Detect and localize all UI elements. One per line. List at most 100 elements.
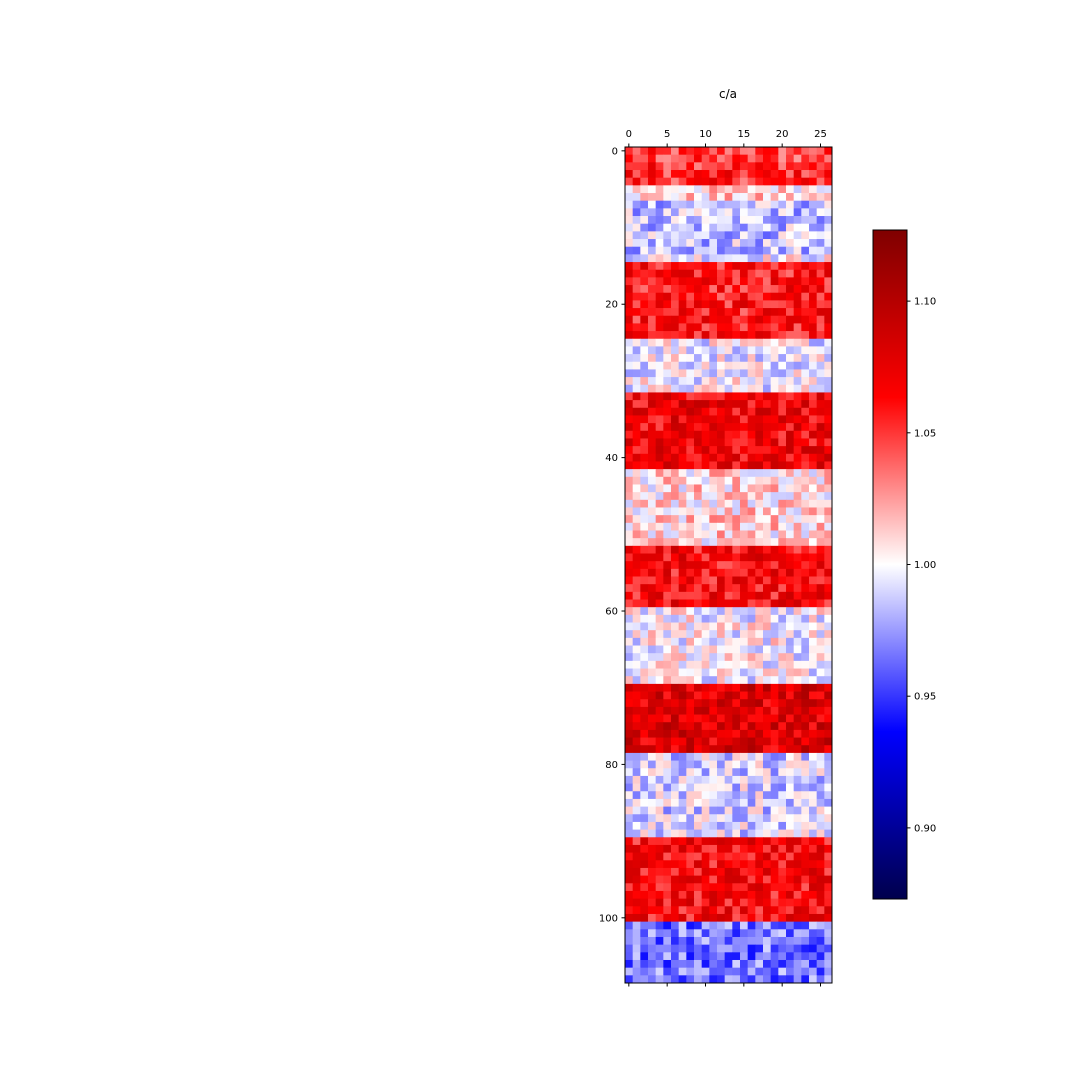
heatmap-cell — [709, 584, 718, 593]
heatmap-cell — [671, 484, 680, 493]
heatmap-cell — [655, 591, 664, 600]
heatmap-cell — [747, 392, 756, 401]
heatmap-cell — [701, 430, 710, 439]
heatmap-cell — [786, 438, 795, 447]
heatmap-cell — [824, 760, 833, 769]
heatmap-cell — [632, 216, 641, 225]
heatmap-cell — [678, 323, 687, 332]
heatmap-cell — [709, 798, 718, 807]
heatmap-cell — [663, 377, 672, 386]
heatmap-cell — [816, 415, 825, 424]
heatmap-cell — [824, 584, 833, 593]
heatmap-cell — [816, 300, 825, 309]
heatmap-cell — [671, 729, 680, 738]
heatmap-cell — [824, 729, 833, 738]
heatmap-cell — [770, 760, 779, 769]
heatmap-cell — [632, 561, 641, 570]
heatmap-cell — [740, 729, 749, 738]
heatmap-cell — [740, 760, 749, 769]
heatmap-cell — [793, 783, 802, 792]
heatmap-cell — [740, 967, 749, 976]
heatmap-cell — [694, 591, 703, 600]
heatmap-cell — [701, 806, 710, 815]
heatmap-cell — [678, 438, 687, 447]
heatmap-cell — [640, 967, 649, 976]
heatmap-cell — [632, 446, 641, 455]
heatmap-cell — [694, 568, 703, 577]
heatmap-cell — [655, 829, 664, 838]
heatmap-cell — [747, 223, 756, 232]
heatmap-cell — [717, 867, 726, 877]
heatmap-cell — [625, 254, 634, 263]
heatmap-cell — [740, 775, 749, 784]
heatmap-cell — [793, 147, 802, 156]
heatmap-cell — [625, 285, 634, 294]
heatmap-cell — [793, 484, 802, 493]
heatmap-cell — [755, 760, 764, 769]
heatmap-cell — [655, 223, 664, 232]
heatmap-cell — [625, 760, 634, 769]
heatmap-cell — [740, 683, 749, 692]
heatmap-cell — [732, 584, 741, 593]
heatmap-cell — [671, 860, 680, 869]
heatmap-cell — [763, 760, 772, 769]
heatmap-cell — [740, 722, 749, 731]
heatmap-cell — [747, 591, 756, 600]
heatmap-cell — [786, 921, 795, 930]
heatmap-cell — [625, 492, 634, 501]
heatmap-cell — [793, 944, 802, 953]
heatmap-cell — [724, 783, 733, 792]
heatmap-cell — [747, 706, 756, 715]
heatmap-cell — [648, 354, 657, 363]
heatmap-cell — [724, 637, 733, 646]
heatmap-cell — [686, 637, 695, 646]
heatmap-cell — [770, 699, 779, 708]
heatmap-cell — [671, 867, 680, 877]
heatmap-cell — [809, 883, 818, 892]
heatmap-cell — [747, 829, 756, 838]
heatmap-cell — [632, 277, 641, 286]
heatmap-cell — [640, 898, 649, 907]
heatmap-cell — [671, 952, 680, 961]
heatmap-cell — [694, 277, 703, 286]
heatmap-cell — [701, 653, 710, 662]
heatmap-cell — [709, 768, 718, 777]
heatmap-cell — [632, 423, 641, 432]
heatmap-cell — [809, 200, 818, 209]
heatmap-cell — [694, 231, 703, 240]
heatmap-cell — [809, 246, 818, 255]
heatmap-cell — [694, 453, 703, 462]
heatmap-cell — [747, 407, 756, 416]
heatmap-cell — [747, 423, 756, 432]
heatmap-cell — [663, 469, 672, 478]
heatmap-cell — [663, 745, 672, 754]
heatmap-cell — [724, 400, 733, 409]
heatmap-cell — [701, 637, 710, 646]
heatmap-cell — [755, 745, 764, 754]
heatmap-cell — [809, 154, 818, 163]
heatmap-cell — [678, 423, 687, 432]
heatmap-cell — [793, 883, 802, 892]
heatmap-cell — [709, 246, 718, 255]
heatmap-cell — [793, 361, 802, 370]
heatmap-cell — [625, 706, 634, 715]
heatmap-cell — [732, 699, 741, 708]
heatmap-cell — [824, 200, 833, 209]
heatmap-cell — [816, 837, 825, 846]
heatmap-cell — [632, 660, 641, 669]
heatmap-cell — [701, 821, 710, 831]
heatmap-cell — [671, 599, 680, 608]
heatmap-cell — [640, 867, 649, 877]
heatmap-cell — [763, 476, 772, 485]
colorbar-tick-label: 0.90 — [914, 823, 936, 834]
heatmap-cell — [678, 637, 687, 646]
heatmap-cell — [701, 515, 710, 524]
heatmap-cell — [655, 308, 664, 317]
heatmap-cell — [640, 507, 649, 516]
heatmap-cell — [717, 967, 726, 976]
heatmap-cell — [786, 384, 795, 393]
heatmap-cell — [778, 967, 787, 976]
heatmap-cell — [732, 967, 741, 976]
heatmap-cell — [763, 607, 772, 616]
heatmap-cell — [763, 837, 772, 846]
